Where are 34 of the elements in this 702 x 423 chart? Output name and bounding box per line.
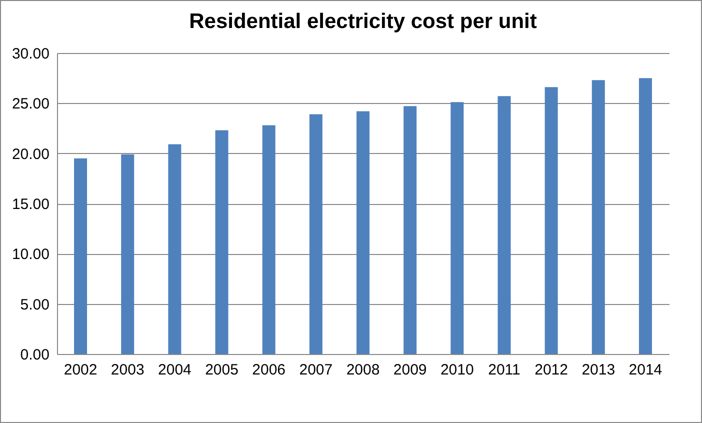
x-tick-label: 2008 [346,362,380,378]
x-tick-label: 2012 [534,362,568,378]
x-tick-label: 2006 [252,362,286,378]
y-tick-label: 15.00 [12,196,50,213]
bar [592,80,605,354]
y-tick-label: 30.00 [12,46,50,62]
bar [121,154,134,354]
chart-title: Residential electricity cost per unit [189,10,537,33]
x-tick-label: 2011 [488,362,520,378]
x-tick-label: 2004 [158,362,192,378]
bar [74,158,88,354]
y-tick-label: 25.00 [12,96,50,113]
bar [638,78,652,354]
bar [262,125,276,354]
bar [544,87,558,354]
bar [215,130,228,354]
x-tick-label: 2013 [582,362,616,378]
x-tick-label: 2014 [628,362,662,378]
bar [309,114,322,354]
x-tick-label: 2005 [205,362,238,378]
bar [168,144,182,354]
y-tick-label: 20.00 [12,146,50,163]
x-tick-label: 2009 [393,362,427,378]
x-tick-label: 2010 [440,362,474,378]
x-tick-label: 2003 [110,362,144,378]
y-tick-label: 0.00 [20,346,50,364]
x-tick-label: 2007 [299,362,333,378]
y-tick-label: 10.00 [12,246,50,264]
y-tick-label: 5.00 [20,296,50,314]
bar [498,96,511,354]
bar [450,102,464,354]
bar [404,106,417,354]
bar [356,111,370,354]
x-tick-label: 2002 [64,362,98,378]
